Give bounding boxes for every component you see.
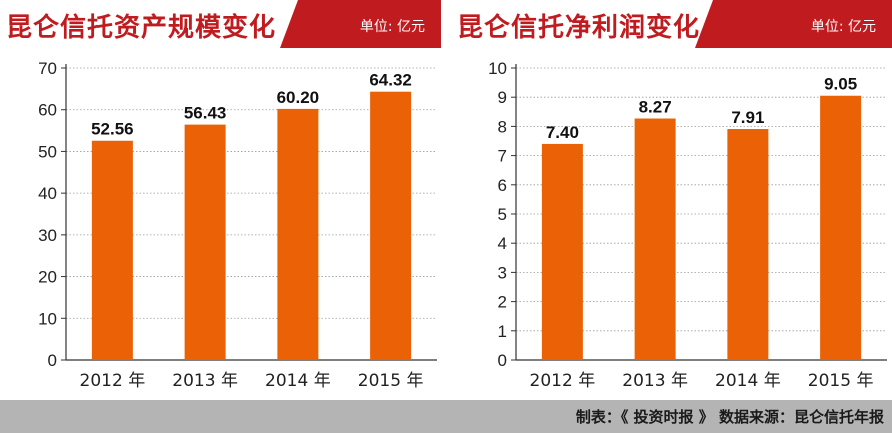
bar	[184, 124, 226, 360]
y-tick-label: 70	[38, 59, 57, 78]
bar-value-label: 52.56	[91, 120, 134, 139]
y-tick-label: 60	[38, 101, 57, 120]
y-tick-label: 1	[498, 322, 507, 341]
chart-title-profit: 昆仑信托净利润变化	[457, 13, 701, 43]
y-tick-label: 20	[38, 268, 57, 287]
header-right: 昆仑信托净利润变化 单位: 亿元	[451, 0, 892, 48]
x-category-label: 2012 年	[530, 371, 596, 391]
header-left: 昆仑信托资产规模变化 单位: 亿元	[0, 0, 441, 48]
chart-panel-assets: 0 10 20 30 40 50 60 70 52.56 2012 年 56.43 2013 年 60.…	[2, 52, 440, 397]
assets-bar-chart: 0 10 20 30 40 50 60 70 52.56 2012 年 56.43 2013 年 60.…	[38, 59, 437, 391]
y-tick-label: 30	[38, 226, 57, 245]
y-tick-label: 0	[498, 351, 507, 370]
bar	[91, 140, 133, 360]
source-credit: 制表：《 投资时报 》 数据来源：昆仑信托年报	[575, 408, 884, 426]
y-tick-label: 7	[498, 147, 507, 166]
x-category-label: 2014 年	[715, 371, 781, 391]
chart-title-assets: 昆仑信托资产规模变化	[6, 13, 277, 43]
chart-panel-profit: 0 1 2 3 4 5 6 7 8 9 10 7.40 2012 年 8.27 2013 年 7.91 2014…	[452, 52, 890, 397]
bar	[277, 108, 319, 360]
unit-label-profit: 单位: 亿元	[810, 19, 876, 35]
unit-label-assets: 单位: 亿元	[359, 19, 425, 35]
footer-bar: 制表：《 投资时报 》 数据来源：昆仑信托年报	[0, 400, 892, 433]
x-category-label: 2015 年	[808, 371, 874, 391]
header-left-tab	[0, 0, 298, 48]
y-tick-label: 50	[38, 142, 57, 161]
x-category-label: 2012 年	[80, 371, 146, 391]
y-tick-label: 3	[498, 263, 507, 282]
y-tick-label: 40	[38, 184, 57, 203]
y-tick-label: 8	[498, 117, 507, 136]
y-tick-label: 10	[488, 59, 507, 78]
x-category-label: 2015 年	[358, 371, 424, 391]
bar	[634, 118, 676, 361]
y-tick-label: 4	[498, 234, 507, 253]
bar-value-label: 9.05	[824, 75, 857, 94]
bar-value-label: 64.32	[369, 71, 412, 90]
profit-bar-chart: 0 1 2 3 4 5 6 7 8 9 10 7.40 2012 年 8.27 2013 年 7.91 2014…	[488, 59, 887, 391]
x-category-label: 2013 年	[622, 371, 688, 391]
bar-value-label: 60.20	[277, 88, 320, 107]
y-tick-label: 9	[498, 88, 507, 107]
bar-value-label: 7.91	[731, 108, 764, 127]
y-tick-label: 6	[498, 176, 507, 195]
bar-value-label: 8.27	[639, 98, 672, 117]
bar	[820, 95, 862, 361]
y-tick-label: 5	[498, 205, 507, 224]
bar-value-label: 56.43	[184, 104, 227, 123]
header-right-tab	[451, 0, 713, 48]
x-category-label: 2013 年	[172, 371, 238, 391]
bar	[370, 91, 412, 360]
bar	[727, 129, 769, 360]
bar	[541, 143, 583, 360]
x-category-label: 2014 年	[265, 371, 331, 391]
y-tick-label: 2	[498, 293, 507, 312]
y-tick-label: 0	[48, 351, 57, 370]
bar-value-label: 7.40	[546, 123, 579, 142]
y-tick-label: 10	[38, 309, 57, 328]
